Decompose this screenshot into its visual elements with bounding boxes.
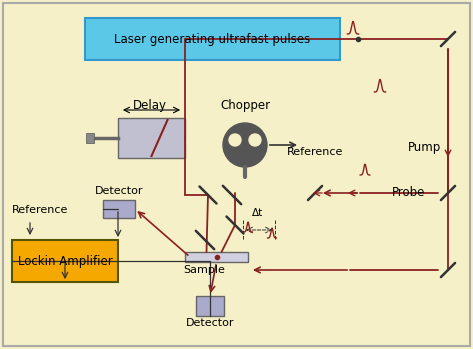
Text: Reference: Reference bbox=[287, 147, 343, 157]
Bar bbox=[196, 296, 224, 316]
Text: Laser generating ultrafast pulses: Laser generating ultrafast pulses bbox=[114, 32, 311, 45]
Circle shape bbox=[249, 134, 261, 146]
Circle shape bbox=[223, 123, 267, 167]
Text: Chopper: Chopper bbox=[220, 99, 270, 112]
Text: Reference: Reference bbox=[12, 205, 69, 215]
Text: Detector: Detector bbox=[186, 318, 234, 328]
Bar bbox=[86, 133, 94, 143]
Bar bbox=[118, 118, 185, 158]
Text: Δt: Δt bbox=[253, 208, 263, 218]
Text: Sample: Sample bbox=[183, 265, 225, 275]
Bar bbox=[185, 252, 248, 262]
Circle shape bbox=[229, 134, 241, 146]
Text: Delay: Delay bbox=[133, 99, 167, 112]
Bar bbox=[12, 240, 118, 282]
Text: Pump: Pump bbox=[408, 141, 441, 155]
Text: Lockin Amplifier: Lockin Amplifier bbox=[18, 254, 113, 267]
Bar bbox=[85, 18, 340, 60]
Bar bbox=[103, 200, 135, 218]
Text: Probe: Probe bbox=[392, 186, 425, 200]
Text: Detector: Detector bbox=[95, 186, 143, 196]
